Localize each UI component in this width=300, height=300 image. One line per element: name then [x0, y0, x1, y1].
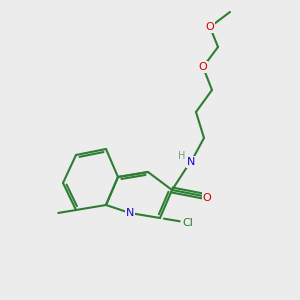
- Text: O: O: [199, 62, 207, 72]
- Text: N: N: [187, 157, 195, 167]
- Text: H: H: [178, 151, 186, 161]
- Text: O: O: [206, 22, 214, 32]
- Text: Cl: Cl: [182, 218, 193, 228]
- Text: N: N: [126, 208, 134, 218]
- Text: O: O: [202, 193, 211, 203]
